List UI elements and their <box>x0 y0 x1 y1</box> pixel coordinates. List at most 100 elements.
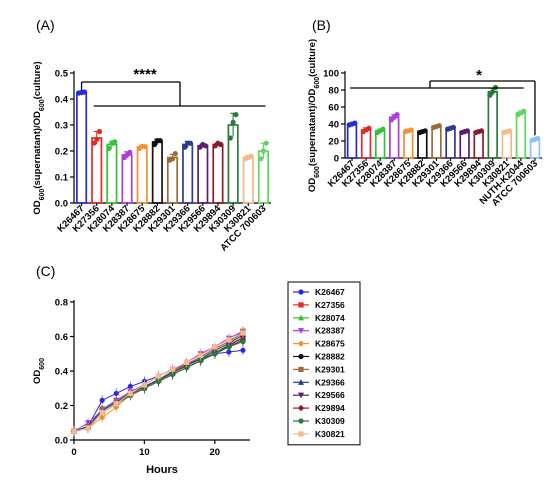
panel-b-bar <box>473 130 484 159</box>
panel-b-data-point <box>507 128 513 134</box>
panel-a-data-point <box>258 156 264 162</box>
panel-b-bar <box>417 130 428 159</box>
panel-c-legend-label: K29366 <box>315 377 345 387</box>
panel-a-bar <box>242 156 254 204</box>
panel-c-legend-marker <box>298 418 304 424</box>
panel-c-data-point <box>99 409 105 415</box>
panel-b-y-tick-label: 0 <box>334 154 339 165</box>
panel-c-x-tick-label: 10 <box>139 447 150 458</box>
panel-a-data-point <box>106 145 112 151</box>
panel-c-data-point <box>98 414 106 421</box>
panel-b-data-point <box>394 112 400 118</box>
panel-a-bar <box>151 141 163 204</box>
panel-c-data-point <box>71 428 77 434</box>
panel-c-y-tick-label: 0.6 <box>55 332 68 343</box>
panel-a-y-tick-label: 0.1 <box>55 173 69 184</box>
panel-a-data-point <box>96 128 103 135</box>
panel-b: (B)020406080100K26467K27356K28074K28387K… <box>307 17 542 209</box>
panel-a-y-tick-label: 0.4 <box>55 95 69 106</box>
panel-c-legend-label: K28882 <box>315 352 345 362</box>
panel-c-legend-label: K26467 <box>315 287 345 297</box>
panel-a-data-point <box>230 119 236 125</box>
panel-c-legend-marker <box>298 366 304 372</box>
panel-c-y-tick-label: 0.0 <box>55 436 68 447</box>
panel-a-panel-label: (A) <box>36 17 55 33</box>
panel-c-legend-label: K30309 <box>315 416 345 426</box>
panel-a-data-point <box>142 143 148 150</box>
panel-c-legend-marker <box>298 328 304 334</box>
panel-b-y-axis-label: OD600(supernatant)/OD600(culture) <box>307 39 321 192</box>
panel-a-data-point <box>127 149 133 155</box>
panel-c-data-point <box>226 349 232 355</box>
panel-a-bar <box>166 156 179 204</box>
panel-c-legend-label: K29566 <box>315 390 345 400</box>
panel-b-data-point <box>380 126 386 132</box>
panel-a-bar <box>106 143 118 204</box>
panel-c-data-point <box>212 344 218 350</box>
panel-b-data-point <box>478 128 485 134</box>
panel-c-panel-label: (C) <box>36 263 55 279</box>
panel-c-data-point <box>198 352 204 359</box>
panel-a-data-point <box>203 143 209 149</box>
panel-c-data-point <box>240 330 246 336</box>
panel-a-data-point <box>81 89 87 95</box>
panel-b-data-point <box>450 124 456 130</box>
panel-c-x-tick-label: 0 <box>71 447 76 458</box>
panel-a-data-point <box>248 153 254 159</box>
panel-c-data-point <box>184 364 190 371</box>
panel-a-data-point <box>94 136 100 142</box>
panel-b-data-point <box>366 125 372 131</box>
panel-a-y-tick-label: 0.0 <box>55 199 68 210</box>
panel-a-bar <box>197 144 209 204</box>
panel-c-legend-label: K28675 <box>315 339 345 349</box>
panel-a-bar <box>91 137 103 204</box>
panel-a-data-point <box>263 140 269 146</box>
panel-a-data-point <box>169 156 176 162</box>
panel-b-data-point <box>436 123 442 129</box>
panel-a-data-point <box>233 112 239 118</box>
panel-a-significance: **** <box>133 66 157 83</box>
panel-b-bar <box>459 130 470 159</box>
panel-c-y-axis-label: OD600 <box>32 358 46 384</box>
panel-c-legend-label: K29894 <box>315 403 345 413</box>
panel-a-data-point <box>172 151 178 157</box>
panel-c-legend-marker <box>298 314 304 321</box>
panel-a-data-point <box>91 140 97 146</box>
panel-a-bar <box>136 146 148 204</box>
panel-c-y-tick-label: 0.8 <box>55 298 68 309</box>
panel-c-legend-marker <box>297 340 305 347</box>
panel-c-legend-marker <box>298 392 304 399</box>
panel-a-data-point <box>260 148 267 154</box>
panel-c-data-point <box>240 339 246 345</box>
panel-a-y-tick-label: 0.3 <box>55 121 68 132</box>
panel-c-data-point <box>113 401 119 407</box>
panel-c-y-tick-label: 0.2 <box>55 401 68 412</box>
panel-b-y-tick-label: 80 <box>328 86 339 97</box>
panel-c-legend-marker <box>297 404 305 412</box>
panel-a-data-point <box>112 139 118 145</box>
panel-a-data-point <box>151 141 158 148</box>
panel-c-x-axis-label: Hours <box>146 464 178 476</box>
panel-b-y-tick-label: 60 <box>328 103 339 114</box>
panel-b-bar <box>445 127 456 159</box>
panel-c-data-point <box>169 366 176 372</box>
panel-b-y-tick-label: 100 <box>323 69 339 80</box>
panel-b-significance: * <box>476 67 482 84</box>
panel-b-data-point <box>490 89 496 95</box>
panel-c: (C) 0.0 0.2 0.4 0.6 0.8 0 10 20 Hours OD600 K26467 K… <box>32 263 361 476</box>
panel-b-bar <box>501 130 513 159</box>
panel-a-data-point <box>218 141 224 148</box>
panel-c-data-point <box>85 425 91 431</box>
panel-c-y-tick-label: 0.4 <box>55 367 69 378</box>
panel-a-data-point <box>187 140 194 146</box>
panel-a-y-tick-label: 0.5 <box>55 69 69 80</box>
panel-b-data-point <box>535 135 541 142</box>
panel-c-data-point <box>169 371 176 378</box>
panel-a-data-point <box>182 144 188 150</box>
panel-b-bar <box>431 125 442 159</box>
panel-b-bar <box>346 123 358 159</box>
panel-c-data-point <box>155 373 162 379</box>
panel-b-data-point <box>408 127 414 133</box>
panel-c-legend-marker <box>298 379 304 385</box>
